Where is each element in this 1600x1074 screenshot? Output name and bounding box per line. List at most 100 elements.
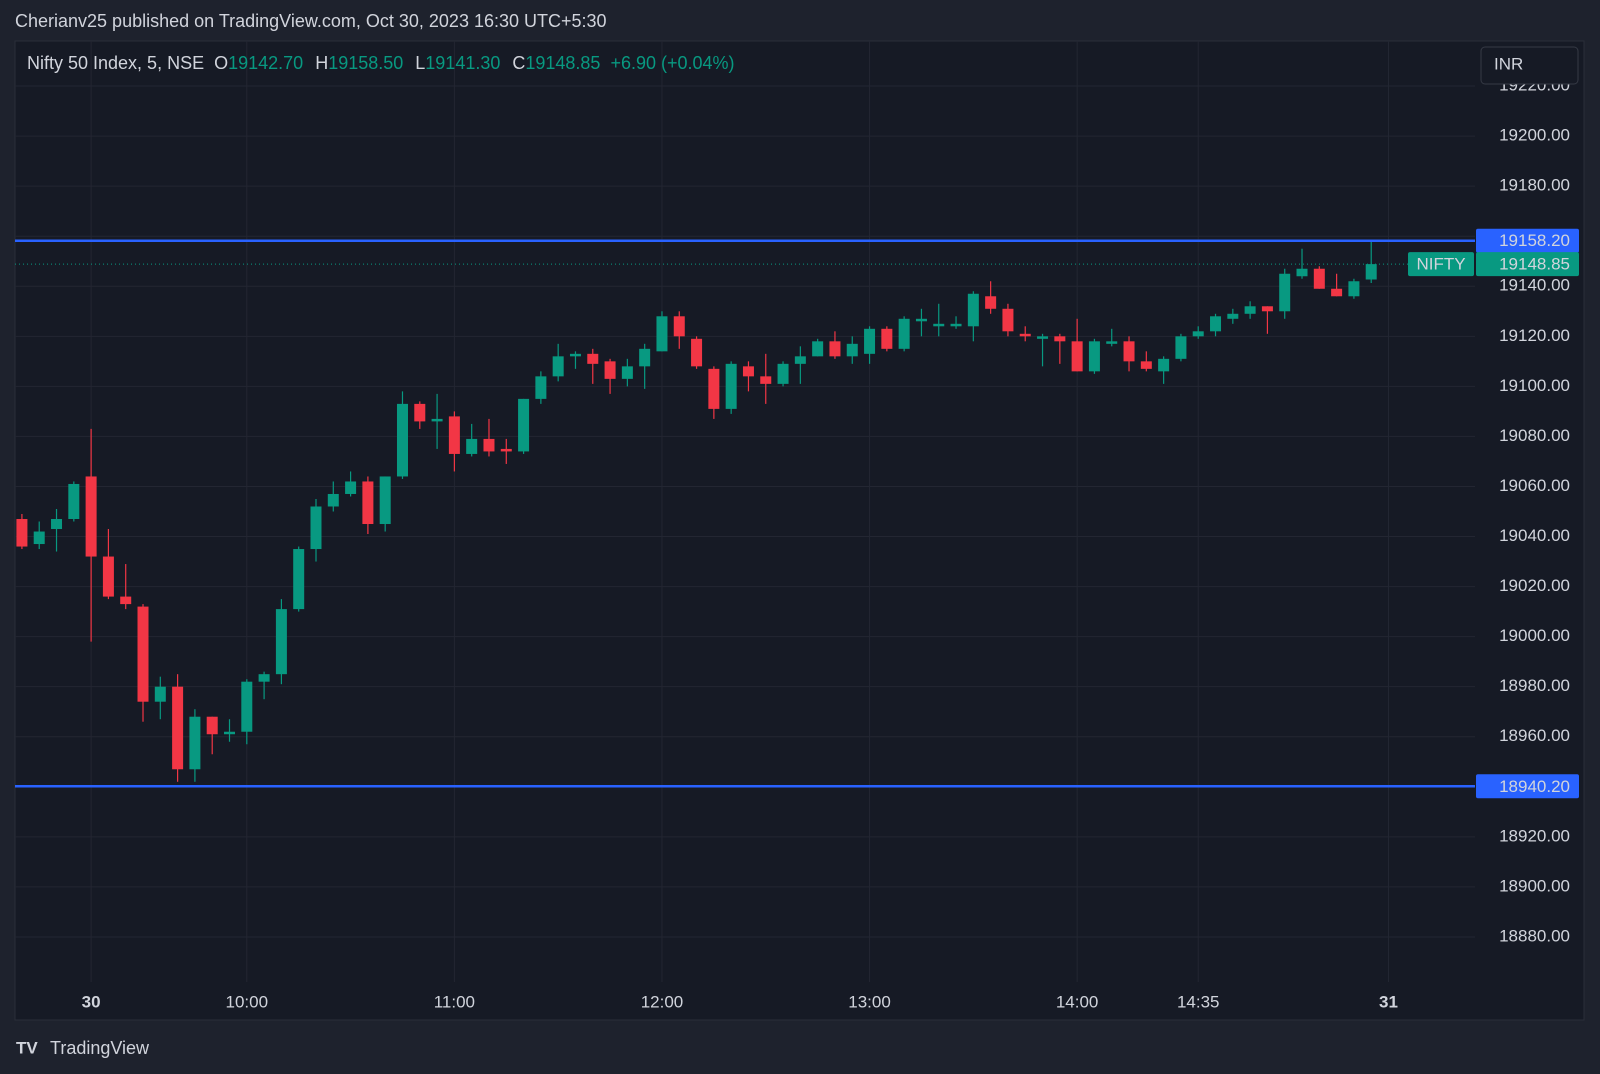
x-tick-label: 10:00 bbox=[226, 992, 269, 1011]
y-tick-label: 19060.00 bbox=[1499, 476, 1570, 495]
legend-value: 19158.50 bbox=[328, 53, 403, 73]
candle-body bbox=[1037, 336, 1049, 339]
x-tick-label: 11:00 bbox=[434, 992, 475, 1011]
candle-body bbox=[829, 341, 841, 357]
candle-body bbox=[414, 403, 426, 422]
candle-body bbox=[51, 519, 63, 530]
candle-body bbox=[483, 438, 495, 452]
candle-body bbox=[1106, 341, 1118, 344]
candle-body bbox=[812, 341, 824, 357]
candle-body bbox=[950, 323, 962, 327]
price-tag bbox=[1476, 252, 1579, 277]
candle-body bbox=[1348, 281, 1360, 297]
candle-body bbox=[1088, 341, 1100, 372]
candle-body bbox=[708, 368, 720, 409]
y-tick-label: 18880.00 bbox=[1499, 926, 1570, 945]
candle-body bbox=[967, 293, 979, 327]
candle-body bbox=[777, 363, 789, 384]
candle-body bbox=[1192, 331, 1204, 337]
y-tick-label: 19180.00 bbox=[1499, 176, 1570, 195]
candle-body bbox=[1279, 273, 1291, 312]
candle-body bbox=[1313, 268, 1325, 289]
candle-body bbox=[154, 686, 166, 702]
candle-body bbox=[16, 519, 28, 547]
y-tick-label: 19120.00 bbox=[1499, 326, 1570, 345]
candle-body bbox=[1123, 341, 1135, 362]
y-tick-label: 18920.00 bbox=[1499, 826, 1570, 845]
candle-body bbox=[85, 476, 97, 557]
x-tick-label: 14:00 bbox=[1056, 992, 1099, 1011]
y-tick-label: 19140.00 bbox=[1499, 276, 1570, 295]
candle-body bbox=[864, 328, 876, 354]
candle-body bbox=[500, 448, 512, 452]
brand-logo: TV bbox=[16, 1038, 38, 1057]
legend: Nifty 50 Index, 5, NSE O19142.70 H19158.50… bbox=[27, 53, 735, 73]
candle-body bbox=[1365, 264, 1377, 280]
legend-key: O bbox=[214, 53, 228, 73]
candle-body bbox=[448, 416, 460, 454]
candle-body bbox=[846, 343, 858, 357]
candle-body bbox=[569, 353, 581, 357]
currency-label[interactable]: INR bbox=[1494, 54, 1523, 73]
candle-body bbox=[881, 328, 893, 349]
legend-title: Nifty 50 Index, 5, NSE bbox=[27, 53, 204, 73]
x-tick-label: 31 bbox=[1379, 992, 1398, 1011]
candle-body bbox=[275, 609, 287, 675]
candle-body bbox=[639, 348, 651, 367]
candle-body bbox=[241, 681, 253, 732]
candle-body bbox=[587, 353, 599, 364]
candle-body bbox=[172, 686, 184, 770]
y-tick-label: 19200.00 bbox=[1499, 126, 1570, 145]
candle-body bbox=[396, 403, 408, 477]
candle-body bbox=[1054, 336, 1066, 342]
candle-body bbox=[1210, 316, 1222, 332]
candle-body bbox=[725, 363, 737, 409]
candle-body bbox=[985, 296, 997, 309]
candle-body bbox=[293, 549, 305, 610]
candle-body bbox=[466, 438, 478, 454]
candle-body bbox=[345, 481, 357, 494]
legend-value: 19148.85 bbox=[525, 53, 600, 73]
candle-body bbox=[362, 481, 374, 525]
candle-body bbox=[102, 556, 114, 597]
price-tag bbox=[1476, 228, 1579, 253]
y-tick-label: 18960.00 bbox=[1499, 726, 1570, 745]
price-tag-label: 19158.20 bbox=[1499, 231, 1570, 250]
price-tag-label: 18940.20 bbox=[1499, 777, 1570, 796]
candle-body bbox=[1140, 361, 1152, 369]
candle-body bbox=[431, 418, 443, 422]
y-tick-label: 19100.00 bbox=[1499, 376, 1570, 395]
candle-body bbox=[794, 356, 806, 364]
candle-body bbox=[1296, 268, 1308, 277]
candle-body bbox=[120, 596, 132, 605]
candle-body bbox=[1002, 308, 1014, 332]
candle-body bbox=[552, 356, 564, 377]
candle-body bbox=[673, 316, 685, 337]
candle-body bbox=[933, 323, 945, 327]
candle-body bbox=[1227, 313, 1239, 319]
candle-body bbox=[379, 476, 391, 525]
candle-body bbox=[258, 674, 270, 682]
x-tick-label: 30 bbox=[82, 992, 101, 1011]
y-tick-label: 18980.00 bbox=[1499, 676, 1570, 695]
candle-body bbox=[898, 318, 910, 349]
candle-body bbox=[1331, 288, 1343, 297]
currency-button[interactable] bbox=[1480, 46, 1579, 85]
legend-key: C bbox=[512, 53, 525, 73]
chart-panel bbox=[14, 40, 1585, 1021]
candle-body bbox=[742, 366, 754, 377]
candle-body bbox=[137, 606, 149, 702]
candle-body bbox=[206, 716, 218, 735]
candle-body bbox=[760, 376, 772, 384]
y-tick-label: 19000.00 bbox=[1499, 626, 1570, 645]
candle-body bbox=[656, 316, 668, 352]
candle-body bbox=[224, 731, 236, 735]
candle-body bbox=[915, 318, 927, 322]
candle-body bbox=[1175, 336, 1187, 359]
candle-body bbox=[327, 493, 339, 507]
candle-body bbox=[621, 366, 633, 379]
price-tag-label: 19148.85 bbox=[1499, 255, 1570, 274]
candle-body bbox=[310, 506, 322, 550]
y-tick-label: 19080.00 bbox=[1499, 426, 1570, 445]
y-tick-label: 19040.00 bbox=[1499, 526, 1570, 545]
